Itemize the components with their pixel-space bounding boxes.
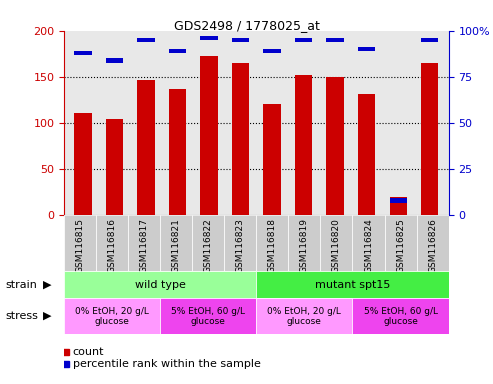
Text: ▶: ▶ (42, 311, 51, 321)
Bar (295, 75, 312, 215)
Text: GSM116817: GSM116817 (140, 218, 149, 273)
Bar (352, 298, 449, 334)
Text: 5% EtOH, 60 g/L
glucose: 5% EtOH, 60 g/L glucose (363, 306, 438, 326)
Bar (421, 38, 438, 42)
Text: GSM116820: GSM116820 (332, 218, 341, 273)
Text: count: count (73, 347, 104, 357)
Bar (326, 38, 344, 42)
Text: GSM116819: GSM116819 (300, 218, 309, 273)
Text: strain: strain (5, 280, 37, 290)
Bar (128, 215, 160, 271)
Bar (138, 81, 155, 215)
Text: GSM116823: GSM116823 (236, 218, 245, 273)
Text: GSM116824: GSM116824 (364, 218, 373, 273)
Bar (421, 63, 438, 215)
Text: 0% EtOH, 20 g/L
glucose: 0% EtOH, 20 g/L glucose (268, 306, 341, 326)
Bar (389, 198, 407, 203)
Bar (256, 271, 449, 298)
Text: GSM116825: GSM116825 (396, 218, 405, 273)
Bar (64, 271, 256, 298)
Text: ▶: ▶ (42, 280, 51, 290)
Text: GSM116822: GSM116822 (204, 218, 213, 273)
Bar (201, 56, 218, 215)
Bar (352, 215, 385, 271)
Bar (224, 215, 256, 271)
Bar (385, 215, 417, 271)
Bar (263, 104, 281, 215)
Bar (358, 94, 375, 215)
Text: 5% EtOH, 60 g/L
glucose: 5% EtOH, 60 g/L glucose (171, 306, 246, 326)
Text: 0% EtOH, 20 g/L
glucose: 0% EtOH, 20 g/L glucose (75, 306, 149, 326)
Bar (160, 215, 192, 271)
Bar (358, 47, 375, 51)
Bar (288, 215, 320, 271)
Bar (417, 215, 449, 271)
Text: GDS2498 / 1778025_at: GDS2498 / 1778025_at (174, 19, 319, 32)
Bar (295, 38, 312, 42)
Text: GSM116815: GSM116815 (75, 218, 85, 273)
Text: mutant spt15: mutant spt15 (315, 280, 390, 290)
Bar (106, 58, 123, 63)
Bar (169, 49, 186, 53)
Bar (138, 38, 155, 42)
Bar (232, 63, 249, 215)
Text: percentile rank within the sample: percentile rank within the sample (73, 359, 261, 369)
Text: wild type: wild type (135, 280, 186, 290)
Bar (263, 49, 281, 53)
Bar (64, 215, 96, 271)
Text: GSM116821: GSM116821 (172, 218, 181, 273)
Bar (256, 298, 352, 334)
Bar (74, 113, 92, 215)
Text: GSM116826: GSM116826 (428, 218, 437, 273)
Bar (106, 119, 123, 215)
Bar (389, 197, 407, 215)
Bar (64, 298, 160, 334)
Bar (192, 215, 224, 271)
Bar (256, 215, 288, 271)
Bar (232, 38, 249, 42)
Bar (169, 89, 186, 215)
Bar (320, 215, 352, 271)
Bar (160, 298, 256, 334)
Text: GSM116818: GSM116818 (268, 218, 277, 273)
Text: GSM116816: GSM116816 (107, 218, 117, 273)
Bar (74, 51, 92, 55)
Text: stress: stress (5, 311, 38, 321)
Bar (96, 215, 128, 271)
Bar (326, 77, 344, 215)
Bar (201, 36, 218, 40)
